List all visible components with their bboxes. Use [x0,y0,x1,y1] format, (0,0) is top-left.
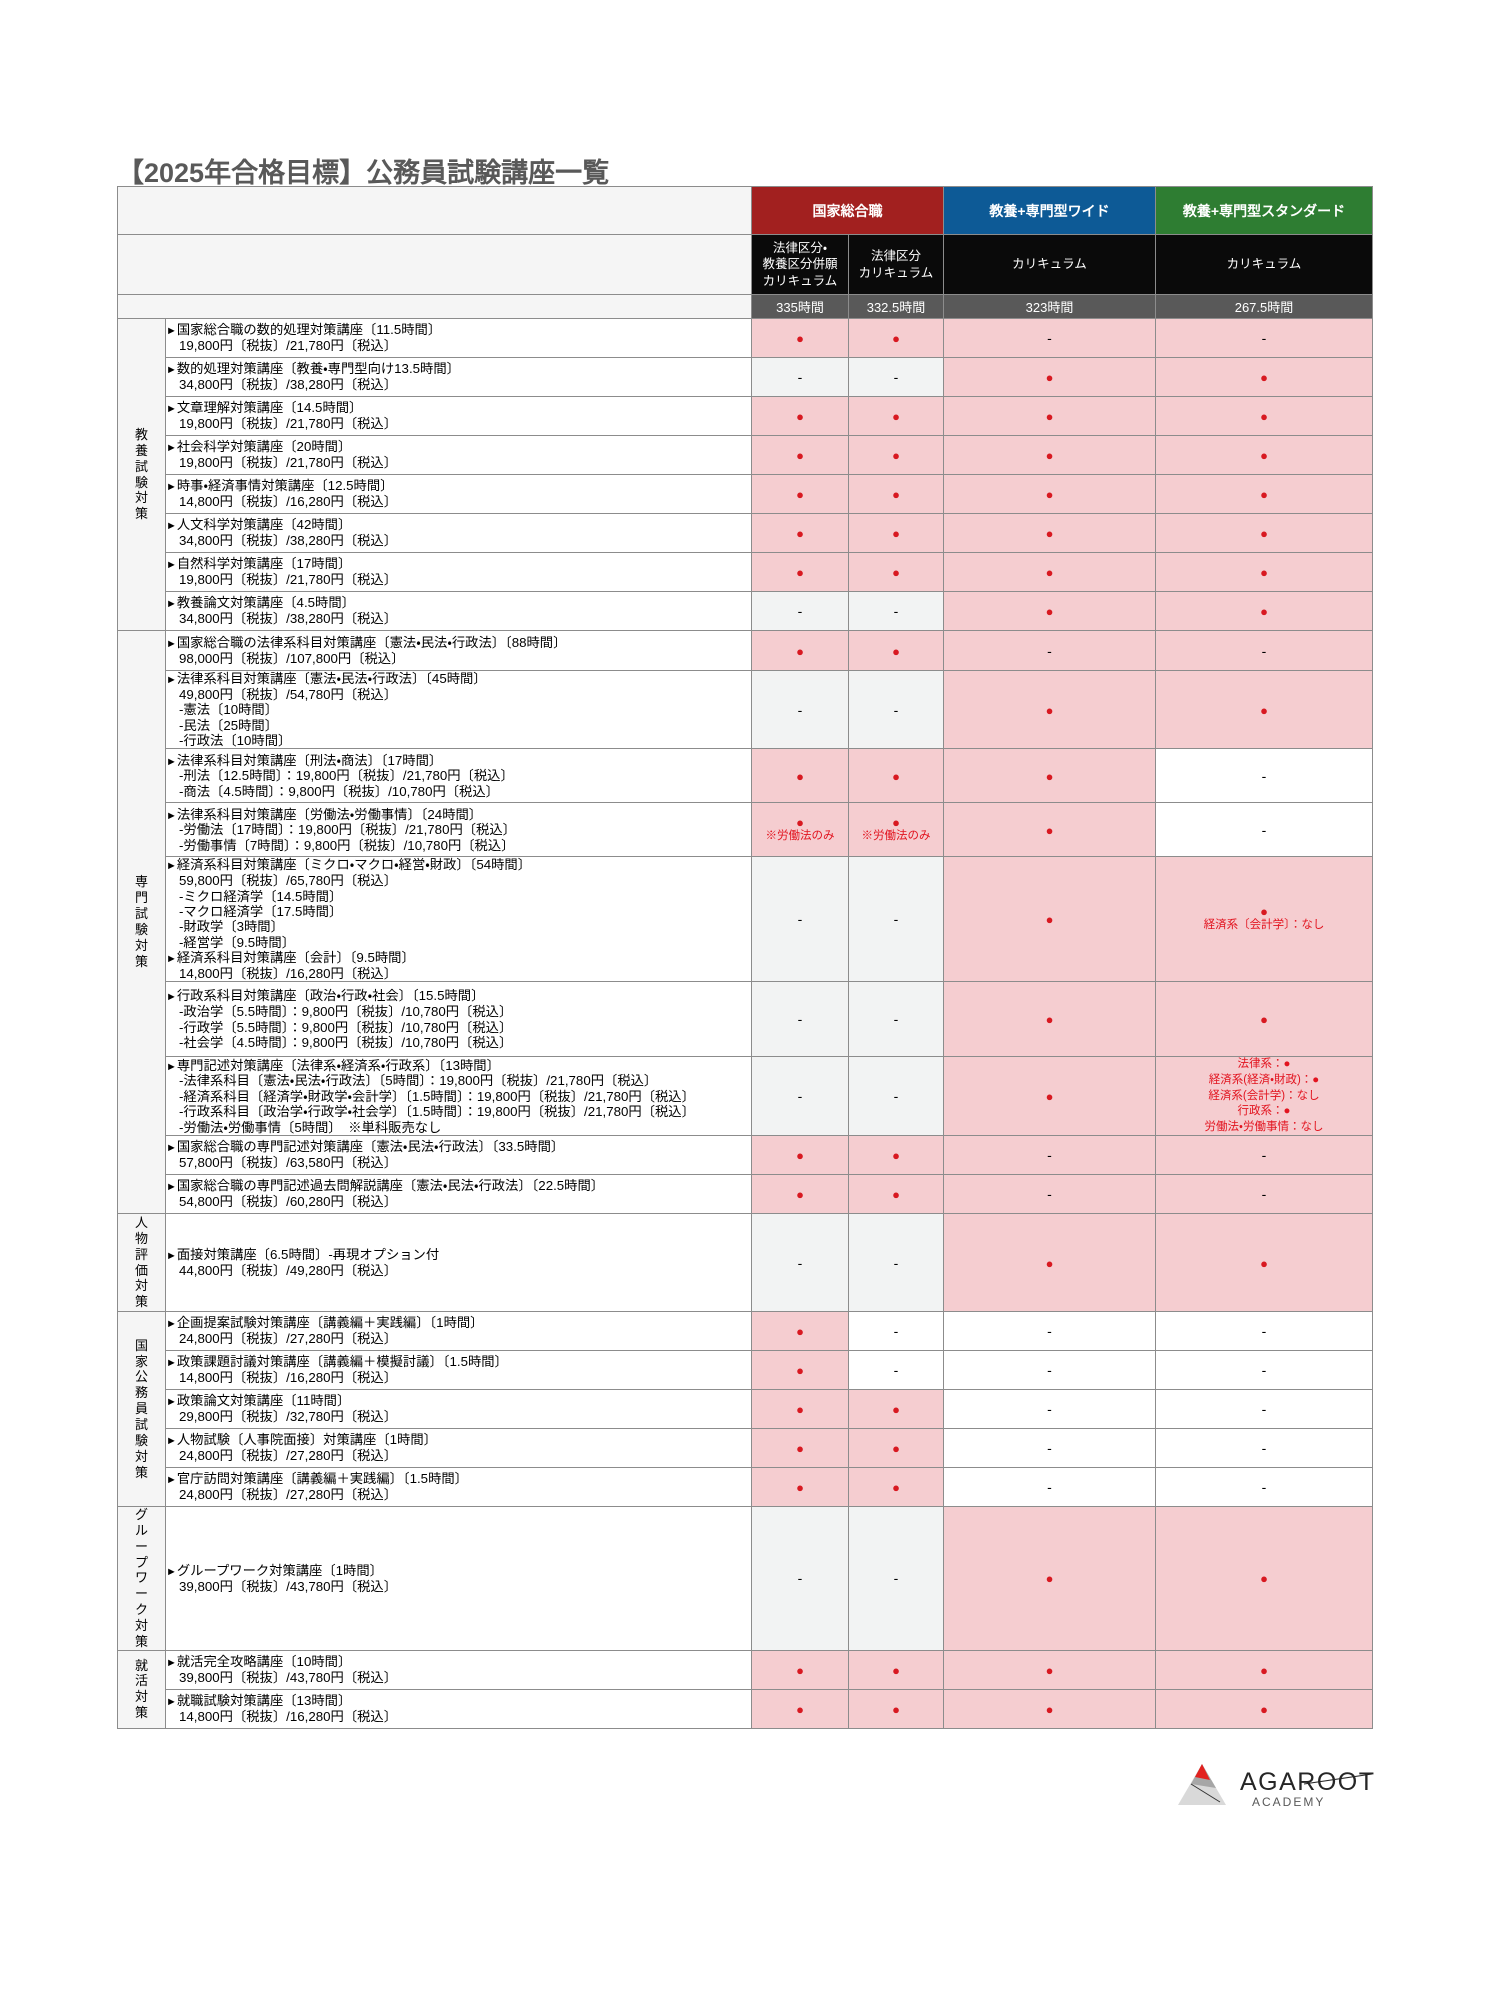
svg-text:AGAROOT: AGAROOT [1240,1768,1376,1796]
svg-text:ACADEMY: ACADEMY [1252,1795,1325,1809]
